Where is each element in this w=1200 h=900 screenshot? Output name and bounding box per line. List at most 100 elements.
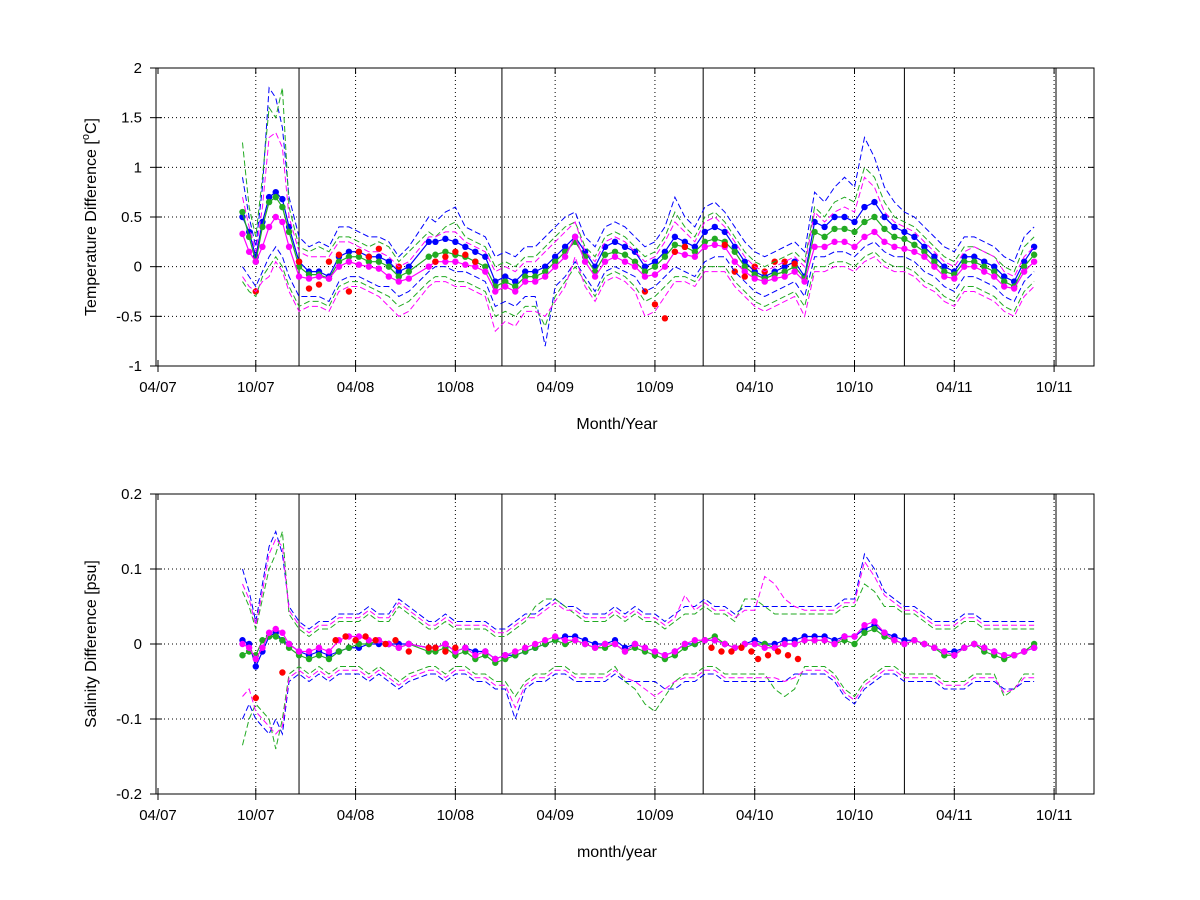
series-magenta-point [951, 652, 958, 659]
series-red-point [352, 637, 359, 644]
series-red-point [718, 648, 725, 655]
x-tick-label: 10/10 [836, 807, 874, 824]
series-blue-point [641, 263, 649, 270]
series-magenta-point [981, 644, 988, 651]
series-magenta-envelope-line [242, 255, 1035, 333]
series-magenta-point [911, 637, 918, 644]
series-blue-point [941, 263, 948, 270]
series-blue-point [1000, 273, 1008, 280]
series-green-point [272, 633, 279, 640]
y-tick-label: 0 [134, 636, 142, 653]
series-magenta-point [502, 283, 509, 290]
series-magenta-point [561, 637, 569, 644]
series-magenta-point [711, 637, 719, 644]
series-green-point [345, 644, 353, 651]
series-magenta-point [395, 278, 403, 285]
series-magenta-point [811, 243, 818, 250]
series-magenta-point [522, 644, 529, 651]
series-green-point [365, 258, 373, 265]
series-magenta-point [861, 622, 868, 629]
series-magenta-point [941, 648, 948, 655]
series-green-point [432, 251, 439, 258]
series-green-point [265, 198, 273, 206]
series-blue-point [452, 238, 459, 246]
series-magenta-point [641, 644, 649, 651]
series-magenta-point [279, 218, 286, 226]
series-red-point [342, 633, 349, 640]
series-blue-point [405, 263, 412, 270]
series-magenta-point [531, 640, 539, 648]
series-magenta-point [601, 640, 609, 648]
series-magenta-point [951, 275, 958, 282]
series-green-point [305, 655, 313, 663]
series-blue-point [841, 213, 848, 221]
series-blue-point [272, 188, 279, 196]
series-blue-envelope-line [241, 86, 1035, 263]
series-magenta-point [512, 648, 519, 655]
series-magenta-point [462, 261, 469, 268]
series-magenta-point [1030, 258, 1038, 265]
series-red-point [345, 288, 353, 295]
series-magenta-point [691, 637, 699, 644]
series-magenta-point [741, 268, 748, 275]
series-red-point [728, 648, 735, 655]
series-blue-point [442, 235, 449, 243]
series-magenta-point [841, 633, 848, 640]
series-red-point [741, 273, 748, 280]
series-green-point [405, 268, 412, 275]
series-blue-point [821, 223, 828, 231]
series-red-point [442, 648, 449, 655]
series-magenta-point [841, 238, 848, 246]
series-magenta-point [531, 278, 539, 285]
series-red-point [721, 241, 728, 249]
series-red-point [405, 648, 412, 655]
series-red-point [442, 253, 449, 260]
series-green-point [971, 258, 978, 265]
series-magenta-point [611, 253, 619, 260]
series-blue-point [265, 193, 273, 201]
series-green-point [482, 263, 489, 270]
series-magenta-point [851, 243, 858, 250]
series-green-point [731, 248, 738, 255]
series-red-point [332, 637, 339, 644]
series-green-point [325, 655, 333, 663]
series-blue-point [991, 263, 998, 270]
series-magenta-point [971, 263, 978, 270]
x-tick-label: 10/08 [437, 379, 475, 396]
series-magenta-point [512, 288, 519, 295]
series-red-point [432, 644, 439, 651]
series-magenta-point [801, 637, 808, 644]
series-magenta-point [482, 268, 489, 275]
series-magenta-point [681, 640, 689, 648]
series-magenta-point [761, 644, 768, 651]
series-magenta-point [1010, 285, 1018, 292]
series-green-point [871, 625, 878, 633]
series-green-point [611, 248, 619, 255]
series-green-point [851, 640, 858, 648]
series-blue-point [561, 243, 569, 250]
series-green-point [541, 268, 549, 275]
series-magenta-point [325, 648, 333, 655]
series-magenta-point [492, 655, 499, 663]
series-red-point [425, 644, 432, 651]
series-magenta-point [315, 273, 323, 280]
x-tick-label: 04/08 [337, 807, 375, 824]
series-green-point [1020, 263, 1028, 270]
y-axis-label-sup: o [80, 134, 92, 140]
series-green-point [621, 251, 629, 258]
series-magenta-point [345, 258, 353, 265]
series-blue-point [502, 273, 509, 280]
y-axis-label-unit: C] [83, 118, 100, 134]
series-magenta-point [871, 228, 878, 236]
series-magenta-point [631, 263, 639, 270]
series-green-point [425, 253, 432, 260]
x-tick-label: 04/09 [536, 379, 574, 396]
x-tick-label: 10/09 [636, 379, 674, 396]
series-magenta-point [561, 253, 569, 260]
series-magenta-point [881, 238, 888, 246]
series-blue-point [1020, 258, 1028, 265]
series-green-point [512, 283, 519, 290]
series-red-point [472, 258, 479, 265]
series-magenta-point [385, 273, 393, 280]
